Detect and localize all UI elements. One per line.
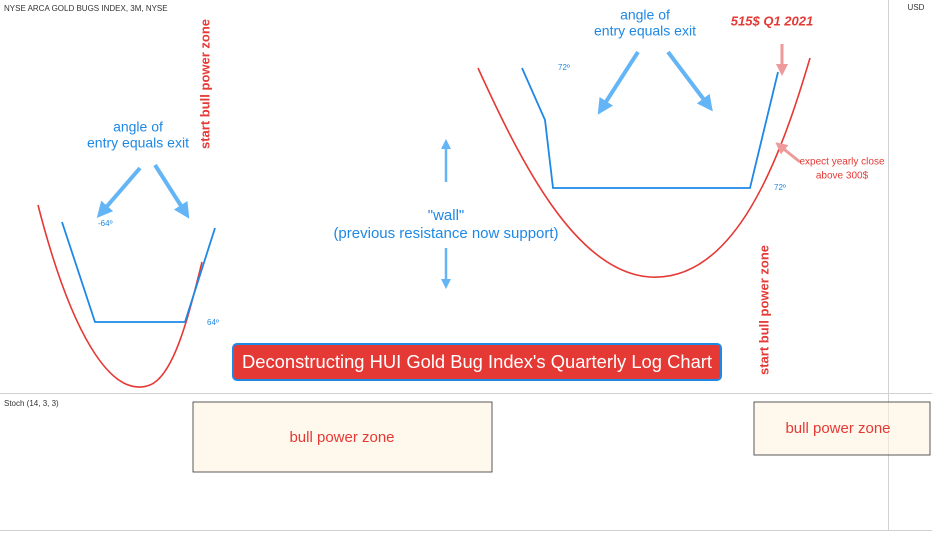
stoch-label: Stoch (14, 3, 3) xyxy=(4,399,59,408)
annotation: "wall" xyxy=(428,207,465,224)
angle-label: -64º xyxy=(98,219,113,228)
annotation: start bull power zone xyxy=(756,245,771,375)
annotation: above 300$ xyxy=(816,171,869,182)
currency: USD xyxy=(908,3,925,12)
annotation: (previous resistance now support) xyxy=(333,225,558,242)
annotation: angle of xyxy=(620,7,670,23)
annotation: angle of xyxy=(113,119,163,135)
banner-text: Deconstructing HUI Gold Bug Index's Quar… xyxy=(242,352,712,372)
annotation: bull power zone xyxy=(785,420,890,437)
drawings xyxy=(37,44,811,388)
annotation: expect yearly close xyxy=(799,157,884,168)
annotation: 515$ Q1 2021 xyxy=(731,13,813,28)
annotation: entry equals exit xyxy=(594,23,696,39)
annotation: entry equals exit xyxy=(87,135,189,151)
annotation: bull power zone xyxy=(289,429,394,446)
chart-title: NYSE ARCA GOLD BUGS INDEX, 3M, NYSE xyxy=(4,4,168,13)
angle-label: 64º xyxy=(207,318,219,327)
angle-label: 72º xyxy=(558,63,570,72)
banner-box xyxy=(232,343,722,381)
angle-label: 72º xyxy=(774,183,786,192)
stoch-zone-boxes xyxy=(192,401,931,473)
annotation: start bull power zone xyxy=(197,19,212,149)
annotations: NYSE ARCA GOLD BUGS INDEX, 3M, NYSE angl… xyxy=(4,3,925,446)
